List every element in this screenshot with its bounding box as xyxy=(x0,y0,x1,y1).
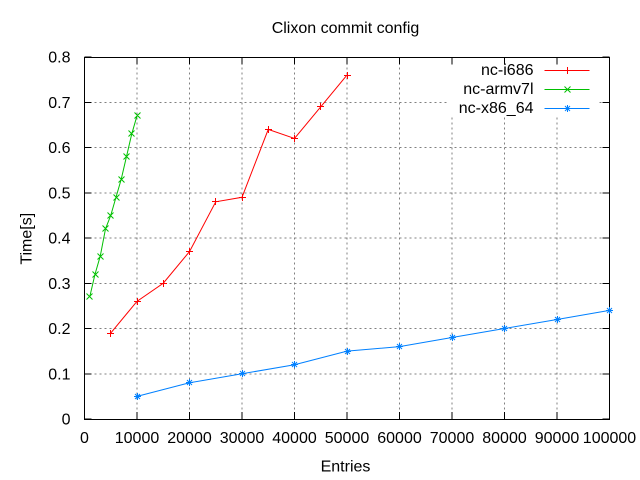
svg-text:0.6: 0.6 xyxy=(48,140,70,157)
svg-text:60000: 60000 xyxy=(377,430,422,447)
svg-text:90000: 90000 xyxy=(535,430,580,447)
svg-text:0.7: 0.7 xyxy=(48,95,70,112)
svg-text:0: 0 xyxy=(62,412,71,429)
svg-text:80000: 80000 xyxy=(482,430,527,447)
svg-text:nc-x86_64: nc-x86_64 xyxy=(459,100,534,117)
svg-text:Entries: Entries xyxy=(321,459,371,476)
svg-text:0.4: 0.4 xyxy=(48,231,70,248)
svg-text:0.3: 0.3 xyxy=(48,276,70,293)
svg-text:nc-i686: nc-i686 xyxy=(481,62,534,79)
svg-text:70000: 70000 xyxy=(430,430,475,447)
svg-text:0: 0 xyxy=(80,430,89,447)
svg-text:nc-armv7l: nc-armv7l xyxy=(463,81,533,98)
svg-text:0.1: 0.1 xyxy=(48,366,70,383)
svg-text:100000: 100000 xyxy=(583,430,636,447)
svg-text:Clixon commit config: Clixon commit config xyxy=(272,20,420,37)
svg-text:50000: 50000 xyxy=(325,430,370,447)
svg-text:40000: 40000 xyxy=(272,430,317,447)
svg-text:30000: 30000 xyxy=(220,430,265,447)
svg-text:0.8: 0.8 xyxy=(48,50,70,67)
svg-text:0.2: 0.2 xyxy=(48,321,70,338)
svg-text:10000: 10000 xyxy=(115,430,160,447)
svg-text:Time[s]: Time[s] xyxy=(19,213,36,265)
svg-text:0.5: 0.5 xyxy=(48,185,70,202)
svg-text:20000: 20000 xyxy=(167,430,212,447)
